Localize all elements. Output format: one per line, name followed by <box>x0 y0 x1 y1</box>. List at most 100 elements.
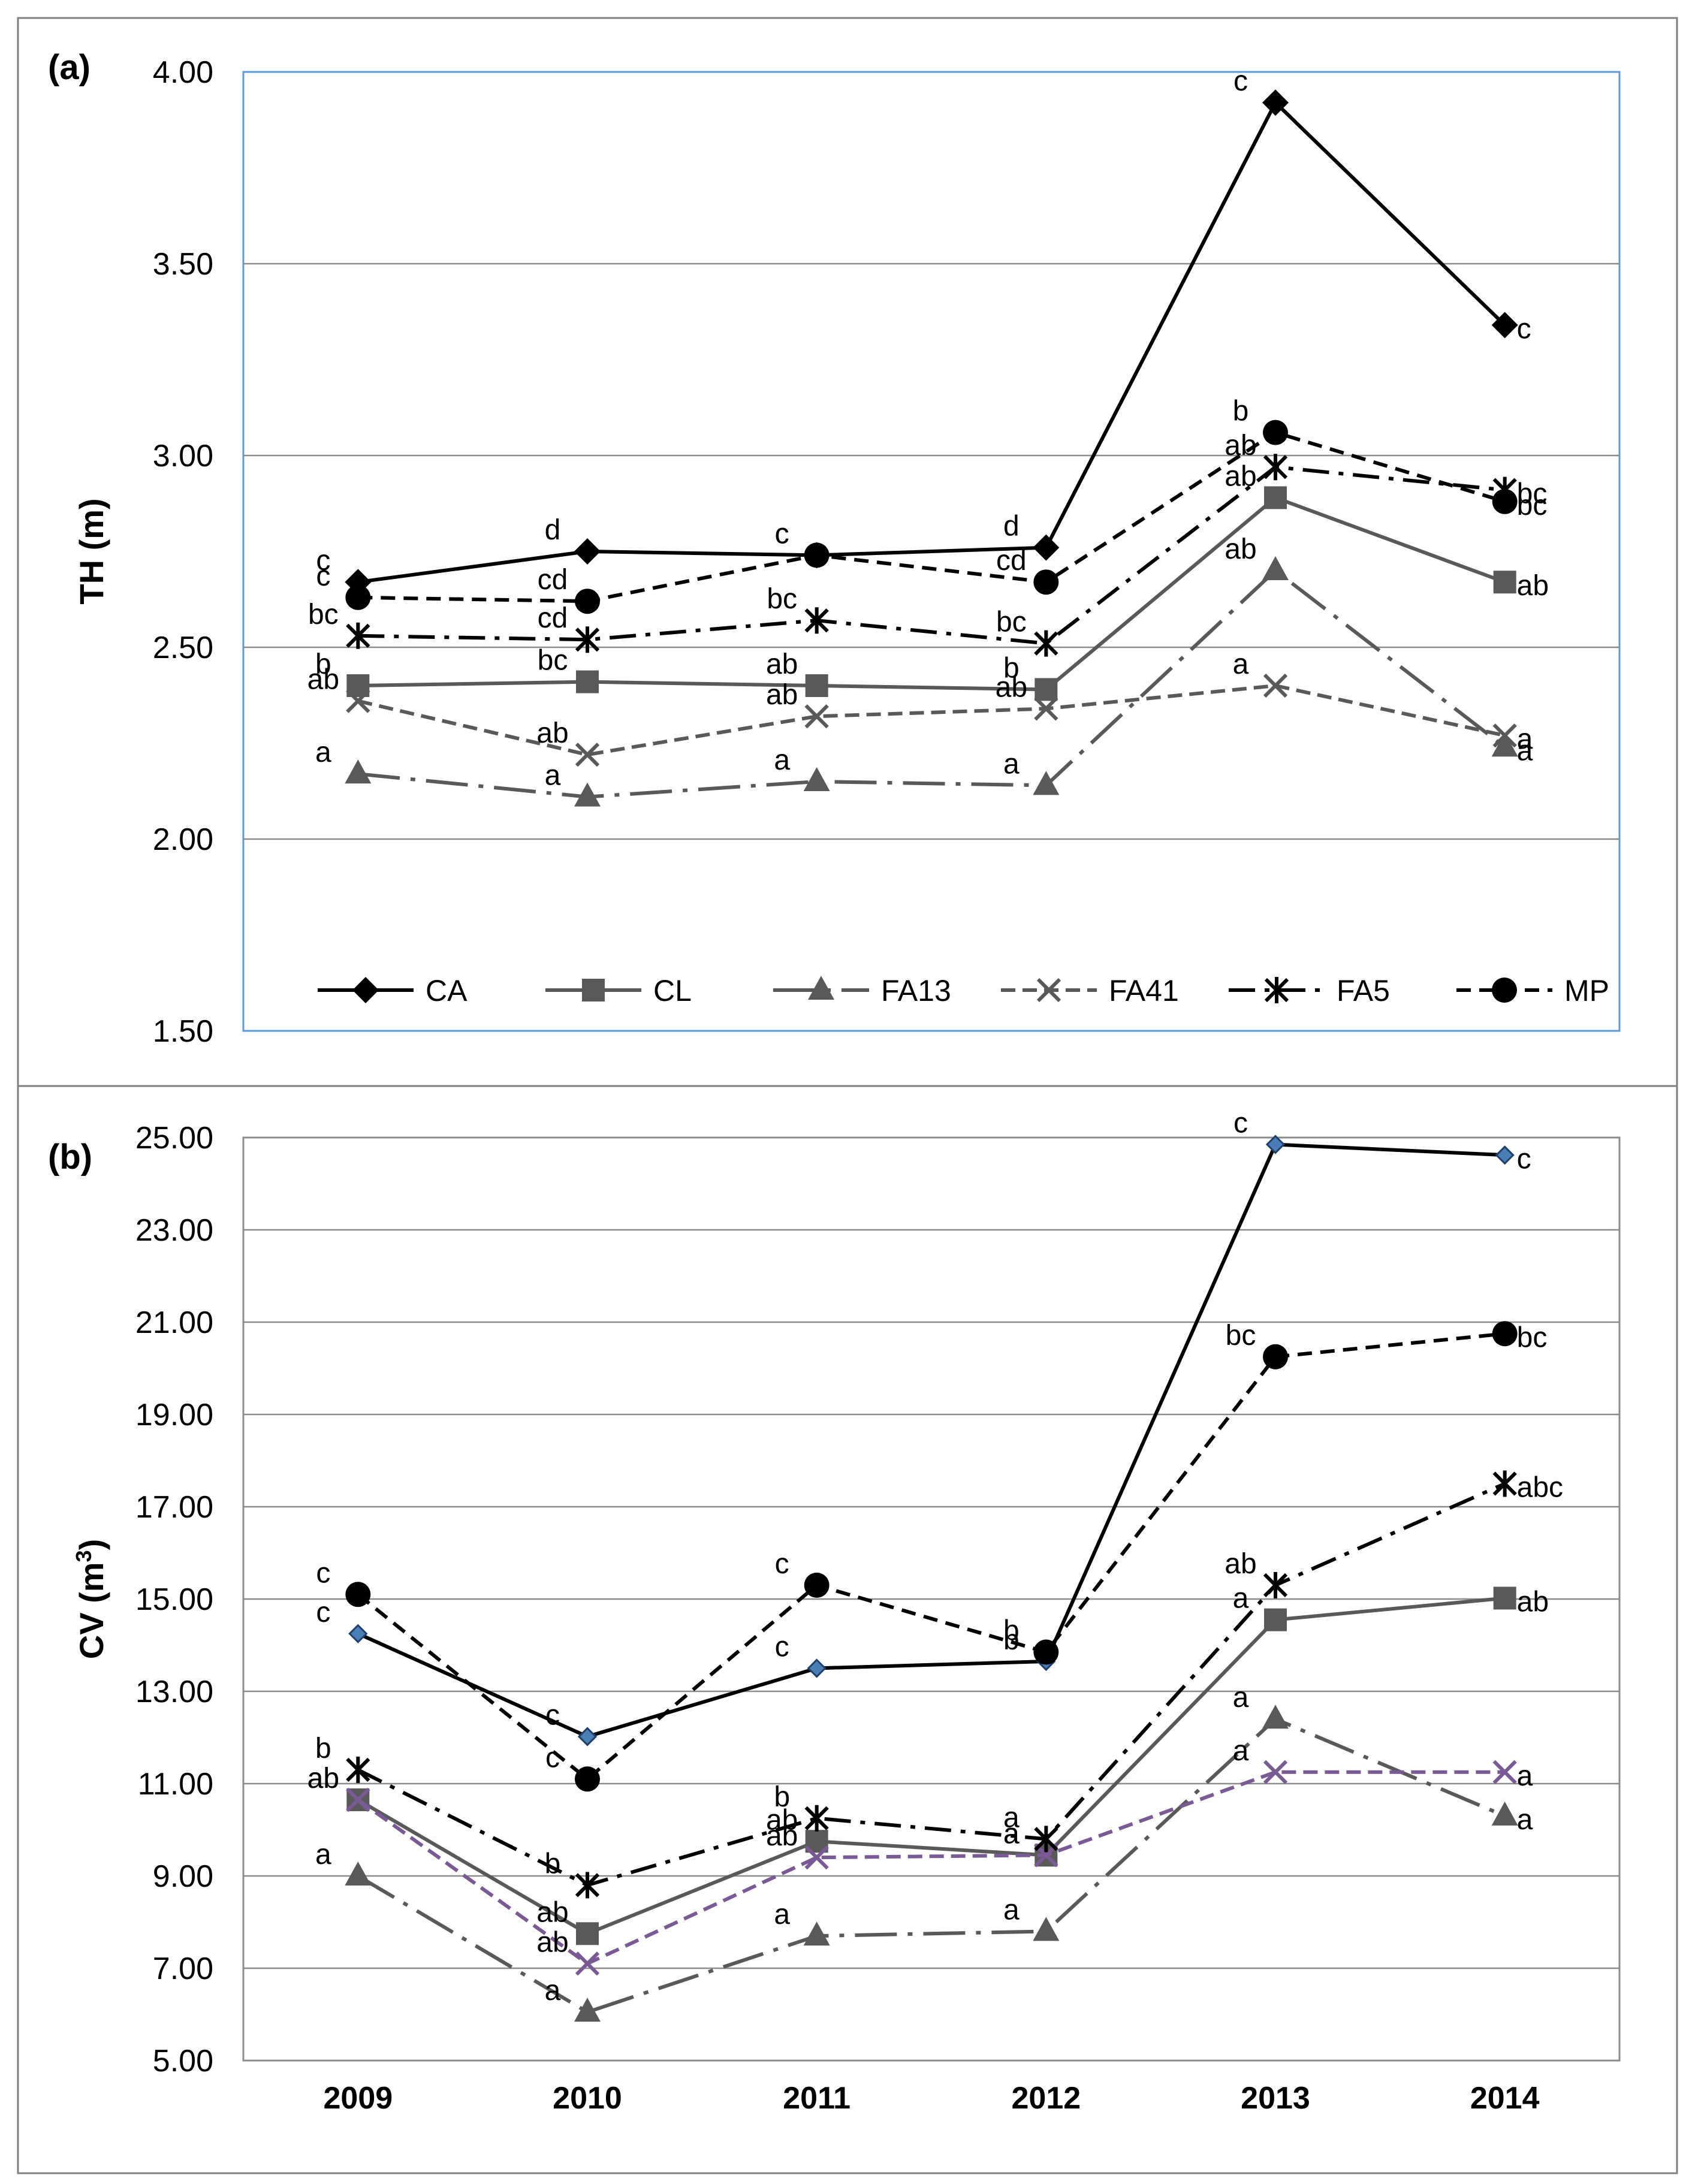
significance-label: a <box>774 744 790 776</box>
y-tick-label: 13.00 <box>135 1675 213 1709</box>
point-ca <box>1262 89 1289 116</box>
significance-label: c <box>1517 313 1531 345</box>
legend-label: CA <box>426 974 468 1007</box>
legend-item-cl: CL <box>545 974 692 1007</box>
significance-label: c <box>316 545 330 577</box>
significance-label: bc <box>1226 1320 1256 1352</box>
series-line-fa41 <box>357 684 1506 757</box>
point-mp <box>575 1766 600 1792</box>
x-tick-label: 2012 <box>1011 2081 1081 2116</box>
point-fa5 <box>1263 1571 1288 1598</box>
point-ca <box>1033 534 1060 561</box>
point-fa41 <box>346 1787 370 1812</box>
point-fa41 <box>1034 696 1058 721</box>
point-ca <box>574 538 601 565</box>
significance-label: bc <box>767 583 797 615</box>
significance-label: a <box>315 737 331 768</box>
x-tick-label: 2013 <box>1241 2081 1310 2116</box>
x-tick-label: 2009 <box>323 2081 393 2116</box>
y-tick-label: 4.00 <box>153 55 213 90</box>
significance-label: d <box>1003 511 1020 542</box>
significance-label: ab <box>1517 570 1549 602</box>
point-cl <box>805 674 828 697</box>
significance-label: ab <box>536 1926 568 1958</box>
point-fa41 <box>1492 723 1517 748</box>
significance-label: bc <box>308 599 339 631</box>
series-line-mp <box>357 1332 1505 1781</box>
significance-label: cd <box>996 545 1027 577</box>
significance-label: a <box>1003 1894 1020 1926</box>
y-tick-label: 2.00 <box>153 822 213 857</box>
significance-label: bc <box>996 607 1027 638</box>
y-tick-label: 21.00 <box>135 1305 213 1340</box>
point-cl <box>1264 1608 1287 1631</box>
point-fa13 <box>803 1921 830 1946</box>
legend-marker <box>1264 977 1289 1003</box>
legend-item-mp: MP <box>1456 974 1609 1007</box>
y-tick-label: 9.00 <box>153 1859 213 1894</box>
significance-label: a <box>545 1975 561 2007</box>
significance-label: a <box>1003 1818 1020 1850</box>
point-ca <box>348 1624 368 1643</box>
point-mp <box>575 589 600 614</box>
series-line-ca <box>357 101 1506 584</box>
significance-label: c <box>545 1742 560 1773</box>
y-tick-label: 17.00 <box>135 1490 213 1525</box>
legend: CA CL FA13 FA41 FA5 MP <box>318 974 1609 1007</box>
point-ca <box>807 1658 827 1678</box>
panel-label: (a) <box>48 48 91 87</box>
significance-label: b <box>315 1733 331 1764</box>
y-axis-label: CV (m3) <box>71 1539 111 1659</box>
significance-label: ab <box>766 648 798 680</box>
significance-label: c <box>545 1699 560 1731</box>
significance-label: b <box>1003 652 1020 684</box>
point-fa5 <box>346 622 370 649</box>
point-fa5 <box>575 1872 600 1899</box>
plot-area-a <box>242 71 1621 1032</box>
point-ca <box>1265 1135 1286 1154</box>
significance-label: bc <box>1517 490 1548 521</box>
significance-label: cd <box>538 564 568 596</box>
series-line-cl <box>358 496 1506 692</box>
legend-marker <box>582 979 605 1001</box>
significance-label: a <box>1233 1735 1249 1767</box>
point-mp <box>804 1572 830 1598</box>
point-cl <box>576 1922 599 1945</box>
y-tick-label: 3.50 <box>153 247 213 282</box>
point-fa13 <box>574 782 601 807</box>
point-fa13 <box>345 759 372 784</box>
series-line-fa5 <box>357 1482 1506 1887</box>
point-fa13 <box>1262 556 1289 580</box>
significance-label: ab <box>996 671 1027 703</box>
y-axis-label-close: ) <box>73 1539 110 1550</box>
series-line-cl <box>357 1596 1505 1936</box>
point-fa13 <box>1491 732 1518 757</box>
significance-label: a <box>1233 1682 1249 1714</box>
point-fa5 <box>804 607 829 634</box>
significance-label: c <box>1233 1108 1248 1139</box>
legend-label: FA5 <box>1337 974 1390 1007</box>
y-axis-label: TH (m) <box>73 498 110 604</box>
legend-item-fa41: FA41 <box>1001 974 1179 1007</box>
significance-label: b <box>315 648 331 680</box>
y-tick-label: 2.50 <box>153 631 213 665</box>
point-fa13 <box>803 767 830 791</box>
point-fa5 <box>1034 630 1058 657</box>
significance-label: a <box>315 1839 331 1871</box>
significance-label: b <box>1003 1615 1020 1647</box>
point-cl <box>1493 1586 1516 1610</box>
point-mp <box>1033 569 1059 595</box>
significance-label: abc <box>1517 1472 1563 1504</box>
x-tick-label: 2010 <box>553 2081 622 2116</box>
point-fa41 <box>575 743 600 767</box>
x-tick-label: 2014 <box>1470 2081 1540 2116</box>
point-fa5 <box>1263 454 1288 481</box>
significance-label: b <box>1233 396 1249 427</box>
significance-label: ab <box>307 664 339 696</box>
chart-panel-a: 4.003.503.002.502.001.50(a)TH (m) cd c dccb… <box>48 48 1621 1049</box>
y-tick-label: 19.00 <box>135 1398 213 1432</box>
figure-frame <box>17 17 1678 2174</box>
significance-label: cd <box>538 602 568 634</box>
y-tick-label: 25.00 <box>135 1121 213 1156</box>
